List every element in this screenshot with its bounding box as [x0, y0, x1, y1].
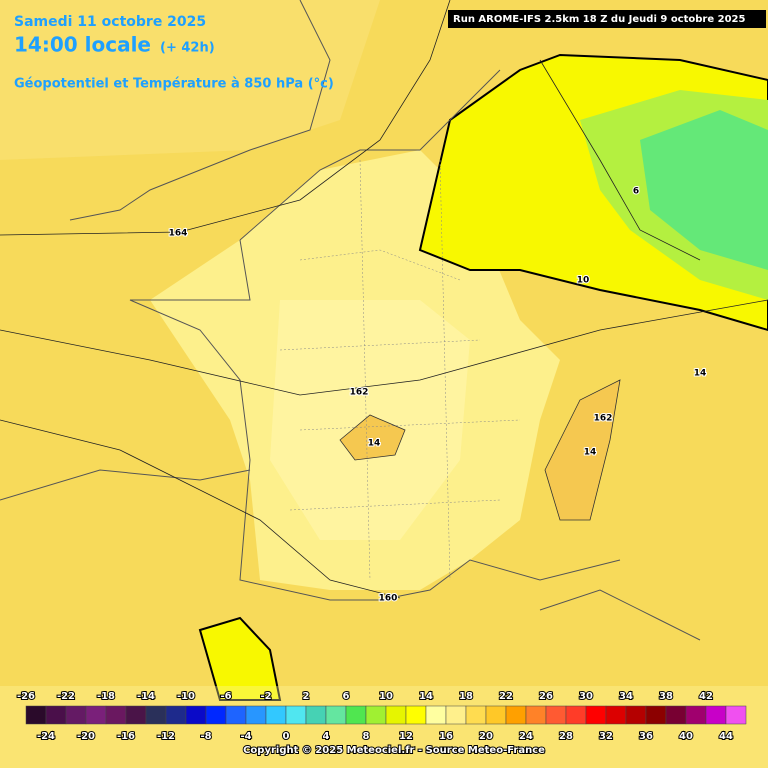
run-info: Run AROME-IFS 2.5km 18 Z du Jeudi 9 octo… [453, 14, 745, 25]
contour-label: 14 [584, 448, 597, 458]
contour-label: 6 [633, 187, 639, 197]
colorbar-label: 30 [579, 691, 593, 702]
borders [279, 159, 521, 581]
colorbar-label: 6 [343, 691, 350, 702]
run-banner [448, 10, 766, 28]
colorbar-label: 8 [363, 731, 370, 742]
north-sea-zone [0, 0, 380, 160]
colorbar-cell [265, 705, 287, 725]
colorbar-cell [605, 705, 627, 725]
colorbar-cell [725, 705, 747, 725]
colorbar-cell [245, 705, 267, 725]
colorbar-cell [165, 705, 187, 725]
contour-label: 160 [379, 594, 398, 604]
colorbar-cell [325, 705, 347, 725]
colorbar-cell [425, 705, 447, 725]
colorbar-cell [505, 705, 527, 725]
colorbar-label: 24 [519, 731, 533, 742]
colorbar-label: 10 [379, 691, 393, 702]
colorbar-label: 4 [323, 731, 330, 742]
contour-label: 162 [350, 388, 369, 398]
colorbar-cell [645, 705, 667, 725]
colorbar-cell [685, 705, 707, 725]
colorbar-label: -22 [57, 691, 75, 702]
colorbar-cell [705, 705, 727, 725]
colorbar-cell [665, 705, 687, 725]
colorbar-cell [205, 705, 227, 725]
copyright: Copyright © 2025 Meteociel.fr - Source M… [243, 745, 545, 756]
corsica-cool [198, 616, 282, 701]
colorbar-label: -10 [177, 691, 195, 702]
colorbar-cell [145, 705, 167, 725]
colorbar-label: 22 [499, 691, 513, 702]
colorbar-cell [345, 705, 367, 725]
colorbar-cell [445, 705, 467, 725]
colorbar-label: 34 [619, 691, 633, 702]
colorbar-label: 40 [679, 731, 693, 742]
colorbar-label: -20 [77, 731, 95, 742]
colorbar-cell [285, 705, 307, 725]
colorbar-cell [405, 705, 427, 725]
colorbar-cell [465, 705, 487, 725]
colorbar-cell [485, 705, 507, 725]
colorbar-label: 26 [539, 691, 553, 702]
contour-label: 162 [594, 414, 613, 424]
alps-zone [544, 379, 621, 521]
colorbar-cell [625, 705, 647, 725]
colorbar-label: 14 [419, 691, 433, 702]
lead-time: (+ 42h) [160, 41, 215, 56]
massif-zone [339, 414, 406, 461]
colorbar-label: 2 [303, 691, 310, 702]
colorbar-cell [525, 705, 547, 725]
colorbar-cell [185, 705, 207, 725]
colorbar-label: -8 [200, 731, 211, 742]
colorbar-label: -24 [37, 731, 55, 742]
colorbar-cell [585, 705, 607, 725]
coastlines [0, 0, 701, 641]
colorbar-label: -6 [220, 691, 231, 702]
legend-backdrop [0, 686, 768, 768]
colorbar-label: 18 [459, 691, 473, 702]
field-title: Géopotentiel et Température à 850 hPa (°… [14, 77, 334, 92]
colorbar-label: -18 [97, 691, 115, 702]
colorbar-label: 32 [599, 731, 613, 742]
colorbar-label: 12 [399, 731, 413, 742]
colorbar-label: -4 [240, 731, 251, 742]
colorbar-cell [225, 705, 247, 725]
colder-zone [640, 110, 768, 270]
colorbar-cell [385, 705, 407, 725]
colorbar-cell [545, 705, 567, 725]
contour-label: 10 [577, 276, 590, 286]
colorbar-cell [65, 705, 87, 725]
contour-label: 14 [368, 439, 381, 449]
colorbar-label: -14 [137, 691, 155, 702]
colorbar-cell [565, 705, 587, 725]
date: Samedi 11 octobre 2025 [14, 14, 206, 30]
colorbar-label: -2 [260, 691, 271, 702]
contour-label: 14 [694, 369, 707, 379]
colorbar-label: 36 [639, 731, 653, 742]
colorbar-cell [85, 705, 107, 725]
colorbar-label: 0 [283, 731, 290, 742]
colorbar-cell [25, 705, 47, 725]
colorbar-cell [45, 705, 67, 725]
colorbar-label: -12 [157, 731, 175, 742]
colorbar-label: -26 [17, 691, 35, 702]
colorbar: -26-24-22-20-18-16-14-12-10-8-6-4-202468… [16, 690, 747, 743]
contour-label: 164 [169, 229, 188, 239]
time: 14:00 locale [14, 33, 151, 57]
colorbar-label: 38 [659, 691, 673, 702]
contours [0, 0, 768, 599]
colorbar-label: 44 [719, 731, 733, 742]
colorbar-cell [125, 705, 147, 725]
colorbar-label: 28 [559, 731, 573, 742]
colorbar-label: 16 [439, 731, 453, 742]
colorbar-cell [305, 705, 327, 725]
colorbar-cell [365, 705, 387, 725]
colorbar-label: 42 [699, 691, 713, 702]
colorbar-label: -16 [117, 731, 135, 742]
colorbar-label: 20 [479, 731, 493, 742]
colorbar-cell [105, 705, 127, 725]
